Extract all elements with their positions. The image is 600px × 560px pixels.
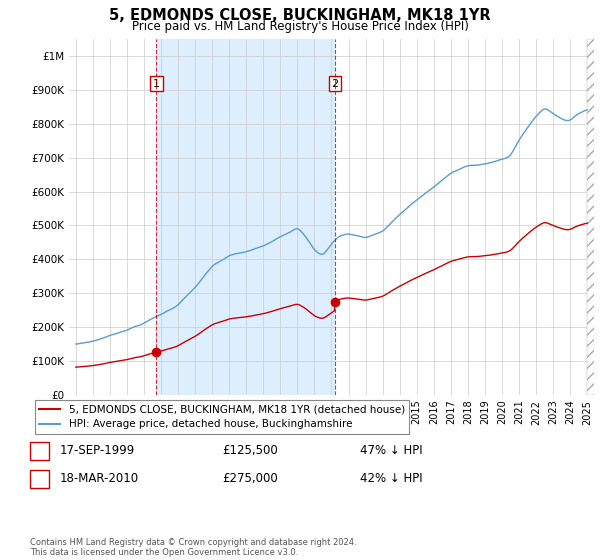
Text: 42% ↓ HPI: 42% ↓ HPI bbox=[360, 472, 422, 486]
Text: 17-SEP-1999: 17-SEP-1999 bbox=[60, 444, 135, 458]
Text: Price paid vs. HM Land Registry's House Price Index (HPI): Price paid vs. HM Land Registry's House … bbox=[131, 20, 469, 32]
Text: £275,000: £275,000 bbox=[222, 472, 278, 486]
Text: 5, EDMONDS CLOSE, BUCKINGHAM, MK18 1YR: 5, EDMONDS CLOSE, BUCKINGHAM, MK18 1YR bbox=[109, 8, 491, 24]
Text: 18-MAR-2010: 18-MAR-2010 bbox=[60, 472, 139, 486]
Text: £125,500: £125,500 bbox=[222, 444, 278, 458]
Text: 1: 1 bbox=[153, 78, 160, 88]
Text: 2: 2 bbox=[36, 472, 43, 486]
Bar bbox=[587, 39, 600, 395]
Text: Contains HM Land Registry data © Crown copyright and database right 2024.
This d: Contains HM Land Registry data © Crown c… bbox=[30, 538, 356, 557]
Text: 2: 2 bbox=[332, 78, 338, 88]
Bar bbox=[156, 39, 335, 395]
Text: 1: 1 bbox=[36, 444, 43, 458]
Legend: 5, EDMONDS CLOSE, BUCKINGHAM, MK18 1YR (detached house), HPI: Average price, det: 5, EDMONDS CLOSE, BUCKINGHAM, MK18 1YR (… bbox=[35, 400, 409, 433]
Text: 47% ↓ HPI: 47% ↓ HPI bbox=[360, 444, 422, 458]
